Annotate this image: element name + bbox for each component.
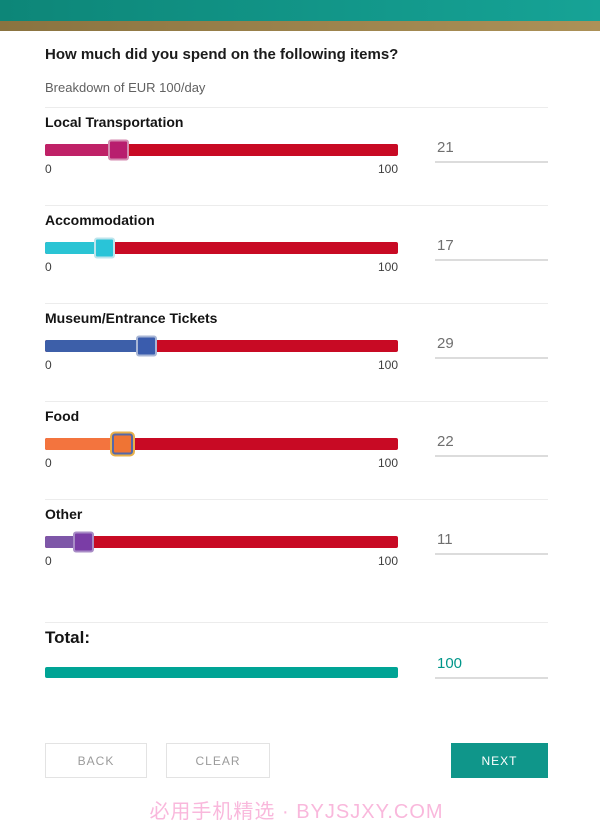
- slider-min-label: 0: [45, 456, 52, 470]
- slider-section-museum-entrance-tickets: Museum/Entrance Tickets 0 100: [45, 303, 548, 401]
- slider-min-label: 0: [45, 260, 52, 274]
- slider-track[interactable]: [45, 433, 398, 455]
- slider-item-label: Food: [45, 408, 80, 424]
- slider-fill: [45, 144, 120, 156]
- slider-max-label: 100: [377, 554, 398, 568]
- slider-fill: [45, 242, 105, 254]
- page-subtitle: Breakdown of EUR 100/day: [45, 80, 206, 95]
- slider-item-label: Accommodation: [45, 212, 155, 228]
- slider-fill: [45, 438, 123, 450]
- slider-value-input[interactable]: [435, 529, 548, 555]
- slider-min-label: 0: [45, 162, 52, 176]
- slider-thumb[interactable]: [72, 531, 94, 553]
- slider-max-label: 100: [377, 260, 398, 274]
- next-button[interactable]: NEXT: [451, 743, 548, 778]
- slider-thumb[interactable]: [108, 139, 130, 161]
- slider-track[interactable]: [45, 531, 398, 553]
- slider-min-label: 0: [45, 358, 52, 372]
- slider-list: Local Transportation 0 100 Accommodation: [45, 107, 548, 597]
- buttons-row: BACK CLEAR NEXT: [45, 743, 548, 778]
- slider-value-input[interactable]: [435, 137, 548, 163]
- slider-item-label: Local Transportation: [45, 114, 184, 130]
- form-content: How much did you spend on the following …: [0, 31, 600, 824]
- slider-max-label: 100: [377, 358, 398, 372]
- slider-track[interactable]: [45, 335, 398, 357]
- slider-section-accommodation: Accommodation 0 100: [45, 205, 548, 303]
- total-label: Total:: [45, 628, 91, 647]
- slider-thumb[interactable]: [111, 433, 133, 455]
- slider-section-local-transportation: Local Transportation 0 100: [45, 107, 548, 205]
- header-teal-bar: [0, 0, 600, 21]
- header-gold-bar: [0, 21, 600, 31]
- slider-max-label: 100: [377, 456, 398, 470]
- slider-max-label: 100: [377, 162, 398, 176]
- slider-track[interactable]: [45, 237, 398, 259]
- slider-section-food: Food 0 100: [45, 401, 548, 499]
- slider-value-input[interactable]: [435, 235, 548, 261]
- slider-min-label: 0: [45, 554, 52, 568]
- slider-thumb[interactable]: [136, 335, 158, 357]
- slider-value-input[interactable]: [435, 333, 548, 359]
- clear-button[interactable]: CLEAR: [166, 743, 270, 778]
- total-value-input[interactable]: [435, 653, 548, 679]
- total-section: Total:: [45, 622, 548, 679]
- slider-item-label: Museum/Entrance Tickets: [45, 310, 218, 326]
- slider-section-other: Other 0 100: [45, 499, 548, 597]
- slider-value-input[interactable]: [435, 431, 548, 457]
- back-button[interactable]: BACK: [45, 743, 147, 778]
- slider-fill: [45, 340, 148, 352]
- slider-item-label: Other: [45, 506, 83, 522]
- page-title: How much did you spend on the following …: [45, 46, 399, 63]
- slider-track[interactable]: [45, 139, 398, 161]
- slider-thumb[interactable]: [94, 237, 115, 259]
- watermark: 必用手机精选 · BYJSJXY.COM: [149, 801, 444, 823]
- total-progress-bar: [45, 667, 398, 678]
